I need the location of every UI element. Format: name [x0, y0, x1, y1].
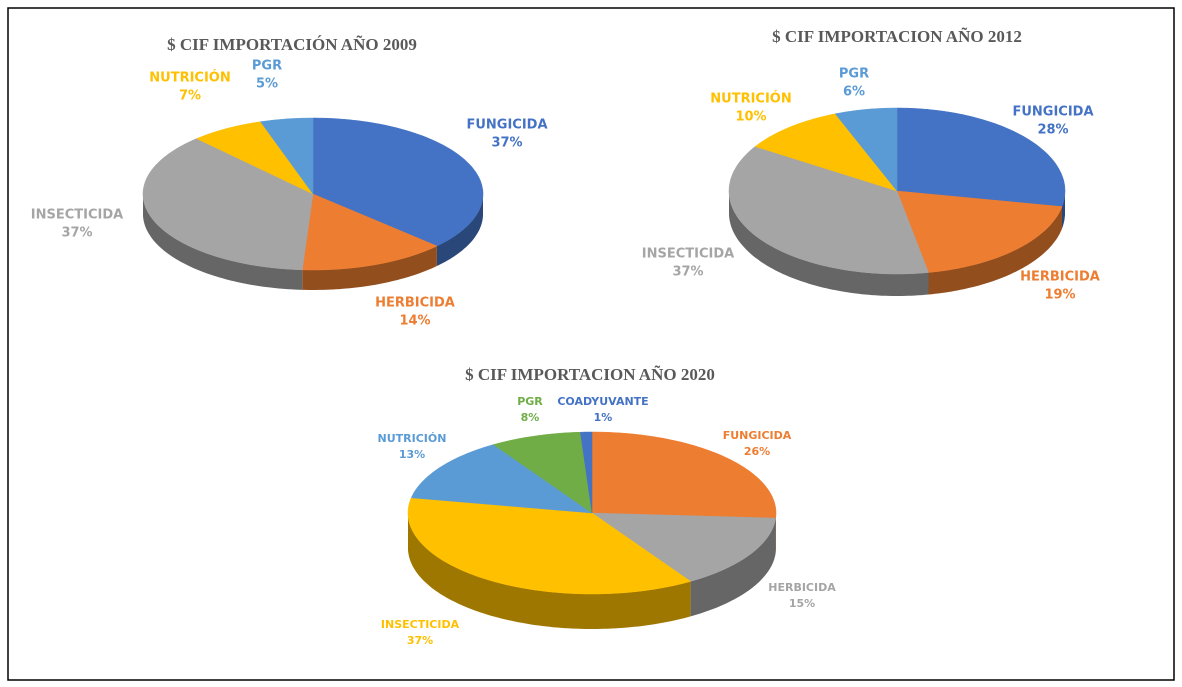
slice-side	[408, 513, 691, 629]
slice-label: INSECTICIDA	[381, 618, 460, 631]
slice	[142, 138, 314, 271]
slice-value-label: 26%	[744, 445, 770, 458]
slice-label: PGR	[517, 395, 543, 408]
slice-label: NUTRICIÓN	[710, 91, 791, 107]
slice	[580, 431, 593, 514]
slice-value-label: 6%	[843, 85, 865, 100]
slice-label: INSECTICIDA	[642, 247, 734, 262]
chart-title: $ CIF IMPORTACIÓN AÑO 2009	[167, 35, 417, 54]
slice	[260, 117, 314, 195]
slice-value-label: 37%	[407, 634, 433, 647]
slice	[834, 107, 898, 192]
slice-label: PGR	[252, 59, 282, 74]
slice-label: PGR	[839, 67, 869, 82]
slice-label: FUNGICIDA	[723, 429, 792, 442]
slice-side	[928, 206, 1062, 295]
slice	[896, 107, 1066, 207]
slice-value-label: 37%	[672, 265, 703, 280]
slice-side	[143, 194, 303, 290]
slice-value-label: 28%	[1037, 123, 1068, 138]
slice	[754, 113, 898, 192]
slice-value-label: 1%	[594, 411, 613, 424]
chart-title: $ CIF IMPORTACION AÑO 2012	[772, 27, 1022, 46]
slice	[591, 431, 777, 519]
chart-title: $ CIF IMPORTACION AÑO 2020	[465, 365, 715, 384]
slice-value-label: 7%	[179, 89, 201, 104]
slice-value-label: 10%	[735, 110, 766, 125]
slice-side	[436, 194, 483, 266]
slice-label: NUTRICIÓN	[149, 70, 230, 86]
slice	[195, 121, 314, 195]
slice-side	[729, 191, 929, 296]
slice-value-label: 37%	[491, 136, 522, 151]
slice-label: INSECTICIDA	[31, 208, 123, 223]
slice-label: COADYUVANTE	[557, 395, 648, 408]
slice	[591, 512, 776, 582]
slice-value-label: 37%	[61, 226, 92, 241]
slice-label: HERBICIDA	[375, 296, 455, 311]
slice-value-label: 15%	[789, 597, 815, 610]
slice-label: NUTRICIÓN	[378, 432, 447, 445]
slice-label: HERBICIDA	[768, 581, 836, 594]
slice	[410, 444, 593, 514]
slice	[492, 431, 593, 514]
slice-value-label: 13%	[399, 448, 425, 461]
slice	[896, 190, 1063, 273]
slice	[312, 117, 484, 247]
slice-side	[302, 246, 437, 290]
slice-label: FUNGICIDA	[1012, 105, 1093, 120]
slice-value-label: 19%	[1044, 288, 1075, 303]
slice	[407, 497, 692, 595]
slice-label: FUNGICIDA	[466, 118, 547, 133]
slice	[728, 146, 929, 275]
slice-value-label: 14%	[399, 314, 430, 329]
slice	[302, 193, 438, 271]
slice-value-label: 5%	[256, 77, 278, 92]
slice-side	[690, 518, 776, 617]
slice-label: HERBICIDA	[1020, 270, 1100, 285]
slice-value-label: 8%	[521, 411, 540, 424]
slice-side	[1062, 191, 1065, 229]
